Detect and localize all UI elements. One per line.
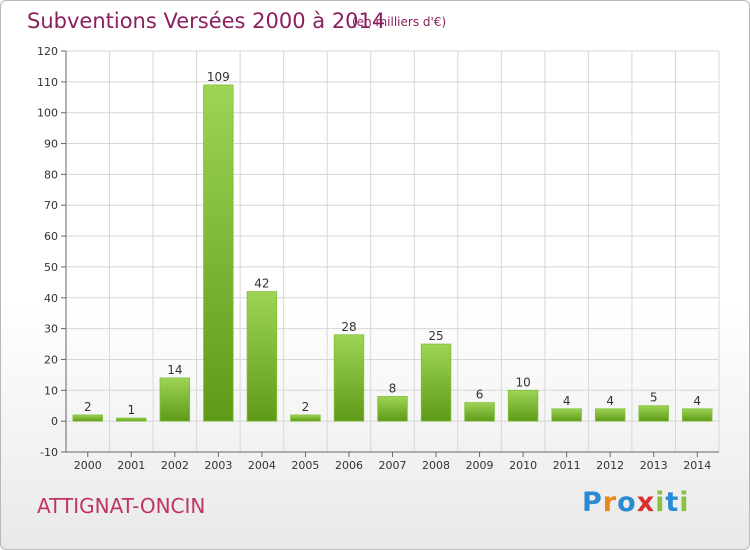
bar	[333, 334, 365, 422]
bar-value-label: 109	[207, 70, 230, 84]
bar	[290, 414, 321, 422]
y-tick-label: 50	[44, 261, 58, 274]
bar	[551, 408, 582, 422]
x-tick-label: 2002	[161, 459, 189, 472]
x-tick-label: 2007	[379, 459, 407, 472]
bar	[682, 408, 713, 422]
x-tick-label: 2009	[466, 459, 494, 472]
y-tick-label: 80	[44, 168, 58, 181]
logo-letter: i	[655, 487, 666, 518]
bar	[638, 405, 669, 422]
bar-value-label: 14	[167, 363, 182, 377]
logo-letter: i	[679, 487, 690, 518]
y-tick-label: 110	[37, 76, 58, 89]
y-tick-label: 10	[44, 384, 58, 397]
x-tick-label: 2000	[74, 459, 102, 472]
y-tick-label: 20	[44, 353, 58, 366]
x-tick-label: 2014	[683, 459, 711, 472]
bar-value-label: 4	[606, 394, 614, 408]
bar-value-label: 2	[302, 400, 310, 414]
bar	[72, 414, 103, 422]
y-tick-label: 100	[37, 107, 58, 120]
y-tick-label: 70	[44, 199, 58, 212]
x-tick-label: 2008	[422, 459, 450, 472]
bar-value-label: 1	[127, 403, 135, 417]
logo-letter: P	[582, 487, 603, 518]
x-tick-label: 2001	[117, 459, 145, 472]
logo-letter: t	[665, 487, 680, 518]
bar-value-label: 25	[428, 329, 443, 343]
bar-value-label: 6	[476, 388, 484, 402]
bar-value-label: 10	[515, 375, 530, 389]
bar	[507, 389, 539, 422]
x-tick-label: 2013	[640, 459, 668, 472]
bar-value-label: 42	[254, 277, 269, 291]
chart-title: Subventions Versées 2000 à 2014	[27, 9, 386, 33]
logo-letter: r	[602, 487, 618, 518]
x-tick-label: 2010	[509, 459, 537, 472]
x-tick-label: 2006	[335, 459, 363, 472]
y-tick-label: 30	[44, 323, 58, 336]
x-tick-label: 2003	[204, 459, 232, 472]
bar	[420, 343, 452, 422]
x-tick-label: 2004	[248, 459, 276, 472]
bar	[464, 402, 495, 422]
y-tick-label: 120	[37, 45, 58, 58]
y-tick-label: 0	[51, 415, 58, 428]
proxiti-logo: Proxiti	[582, 487, 690, 518]
y-tick-label: 90	[44, 138, 58, 151]
bar-value-label: 2	[84, 400, 92, 414]
x-tick-label: 2012	[596, 459, 624, 472]
y-tick-label: -10	[40, 446, 58, 459]
x-tick-label: 2005	[291, 459, 319, 472]
bar	[116, 417, 147, 422]
bar	[159, 377, 191, 422]
bar	[377, 396, 408, 422]
bar-value-label: 4	[563, 394, 571, 408]
commune-name: ATTIGNAT-ONCIN	[37, 494, 206, 518]
logo-letter: o	[617, 487, 637, 518]
chart-subtitle: (en milliers d'€)	[352, 15, 447, 29]
bar	[203, 84, 234, 422]
bar-value-label: 28	[341, 320, 356, 334]
bar-value-label: 8	[389, 381, 397, 395]
bar	[246, 291, 278, 422]
bar-value-label: 4	[693, 394, 701, 408]
bar-value-label: 5	[650, 391, 658, 405]
y-tick-label: 60	[44, 230, 58, 243]
bar	[594, 408, 626, 422]
logo-letter: x	[636, 487, 656, 518]
y-tick-label: 40	[44, 292, 58, 305]
x-tick-label: 2011	[553, 459, 581, 472]
